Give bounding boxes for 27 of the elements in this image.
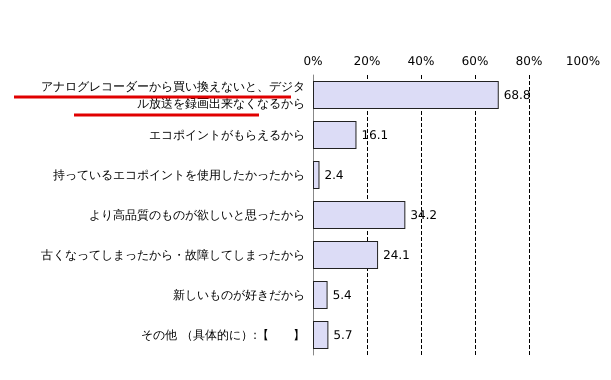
data-label: 5.7	[333, 328, 352, 342]
x-tick-label: 60%	[462, 54, 488, 68]
bar	[313, 81, 499, 109]
data-label: 68.8	[504, 88, 530, 102]
y-tick-label: 新しいものが好きだから	[173, 288, 305, 302]
bar	[313, 121, 356, 149]
bar	[313, 201, 406, 229]
data-label: 24.1	[383, 248, 410, 262]
x-tick-label: 80%	[516, 54, 542, 68]
x-tick-label: 20%	[354, 54, 380, 68]
bar	[313, 241, 378, 269]
x-tick-label: 100%	[566, 54, 600, 68]
bar	[313, 161, 320, 189]
y-tick-label: エコポイントがもらえるから	[149, 128, 305, 142]
bar	[313, 321, 328, 349]
y-tick-label: 持っているエコポイントを使用したかったから	[53, 168, 305, 182]
y-tick-label: その他 （具体的に）:【 】	[141, 328, 305, 342]
x-tick-label: 0%	[303, 54, 323, 68]
data-label: 2.4	[324, 168, 344, 182]
data-label: 5.4	[332, 288, 352, 302]
x-tick-label: 40%	[408, 54, 434, 68]
bar	[313, 281, 328, 309]
y-tick-label: より高品質のものが欲しいと思ったから	[89, 208, 305, 222]
data-label: 16.1	[361, 128, 388, 142]
data-label: 34.2	[410, 208, 438, 222]
y-tick-label: 古くなってしまったから・故障してしまったから	[41, 248, 305, 262]
y-tick-label: アナログレコーダーから買い換えないと、デジタル放送を録画出来なくなるから	[41, 80, 305, 110]
